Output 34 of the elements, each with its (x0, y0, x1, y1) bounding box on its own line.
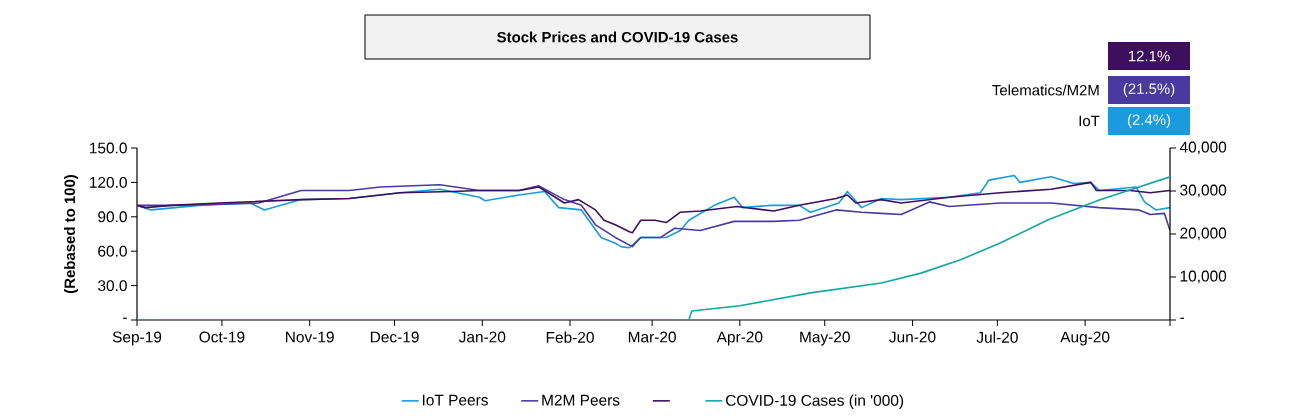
x-tick-label: Mar-20 (628, 331, 676, 343)
legend-label: IoT Peers (422, 394, 488, 406)
y-tick-label: 90.0 (98, 211, 127, 223)
x-tick-label: Feb-20 (546, 331, 594, 343)
text: (21.5%) (1123, 83, 1175, 97)
x-tick-label: Jun-20 (889, 331, 936, 343)
y2-tick-label: 40,000 (1179, 141, 1227, 155)
x-tick-label: May-20 (800, 331, 850, 346)
x-tick-label: Aug-20 (1060, 331, 1110, 346)
text: IoT (1079, 115, 1100, 127)
legend-label: M2M Peers (542, 394, 620, 406)
y-axis-title: (Rebased to 100) (64, 174, 78, 294)
y2-tick-label: 30,000 (1180, 184, 1227, 198)
x-tick-label: Jul-20 (976, 331, 1018, 343)
legend-label: COVID-19 Cases (in '000) (725, 394, 904, 409)
y-tick-label: 150.0 (90, 142, 127, 154)
text: (2.4%) (1127, 114, 1171, 128)
y-tick-label: 120.0 (90, 176, 127, 188)
y2-tick-label: - (1180, 317, 1184, 319)
y-tick-label: 30.0 (98, 280, 127, 292)
x-tick-label: Nov-19 (286, 331, 334, 343)
y-tick-label: 60.0 (98, 245, 127, 257)
text: Telematics/M2M (992, 84, 1099, 96)
x-tick-label: Sep-19 (112, 331, 162, 346)
line-series (137, 181, 1171, 234)
x-tick-label: Dec-19 (370, 331, 419, 343)
x-tick-label: Oct-19 (199, 331, 245, 343)
y2-tick-label: 20,000 (1180, 227, 1227, 241)
y2-tick-label: 10,000 (1180, 270, 1227, 284)
chart-title: Stock Prices and COVID-19 Cases (497, 31, 738, 43)
text: 12.1% (1128, 50, 1170, 62)
y-tick-label: - (123, 317, 127, 319)
x-tick-label: Jan-20 (458, 331, 506, 343)
x-tick-label: Apr-20 (716, 331, 763, 346)
